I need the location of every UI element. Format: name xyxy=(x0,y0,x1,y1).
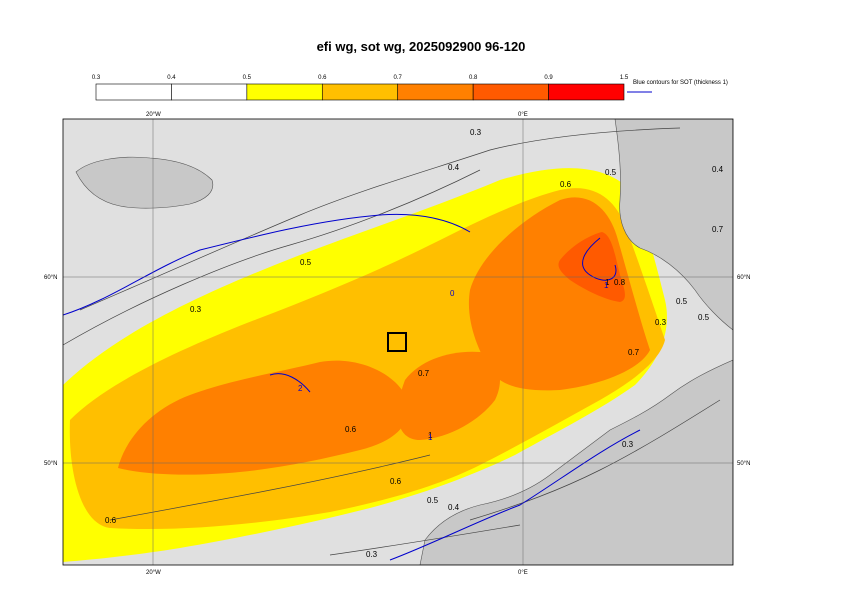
legend-swatch xyxy=(548,83,625,101)
sot-contour-0 xyxy=(63,213,471,316)
top-lon-label-20w: 20°W xyxy=(146,112,161,118)
iceland-land xyxy=(75,156,214,209)
legend-colorbar: 0.3 0.4 0.5 0.6 0.7 0.8 0.9 1.5 Blue contours f… xyxy=(92,75,728,101)
efi-contour-label: 1 xyxy=(428,431,433,440)
legend-tick-label: 0.7 xyxy=(394,75,403,81)
map-frame xyxy=(62,118,734,566)
efi-contour-label: 0.5 xyxy=(605,168,617,177)
efi-contour-label: 0.8 xyxy=(614,278,626,287)
sot-contour-label: 1 xyxy=(428,433,433,442)
legend-tick-label: 0.8 xyxy=(469,75,478,81)
chart-title: efi wg, sot wg, 2025092900 96-120 xyxy=(316,39,526,54)
bottom-lon-label-20w: 20°W xyxy=(146,570,161,576)
left-lat-label-50n: 50°N xyxy=(44,461,57,467)
efi-contour-label: 0.5 xyxy=(300,258,312,267)
legend-tick-label: 0.9 xyxy=(544,75,553,81)
legend-tick-label: 0.6 xyxy=(318,75,327,81)
efi-contour-label: 0.3 xyxy=(190,305,202,314)
sot-contour-label: 2 xyxy=(298,384,303,393)
efi-contour-label: 0.4 xyxy=(448,163,460,172)
efi-band-0.7-center xyxy=(397,351,500,440)
efi-contour-label: 0.4 xyxy=(712,165,724,174)
legend-tick-label: 1.5 xyxy=(620,75,629,81)
efi-band-0.7-west xyxy=(118,360,408,475)
efi-contour-label: 0.6 xyxy=(345,425,357,434)
sot-contour-label: 1 xyxy=(604,281,609,290)
legend-tick-label: 0.4 xyxy=(167,75,176,81)
legend-sot-note: Blue contours for SOT (thickness 1) xyxy=(633,80,728,86)
efi-contour-label: 0.5 xyxy=(698,313,710,322)
legend-tick-label: 0.5 xyxy=(243,75,252,81)
efi-contour-label: 0.7 xyxy=(712,225,724,234)
efi-contour-label: 0.5 xyxy=(676,297,688,306)
efi-contour-label: 0.6 xyxy=(105,516,117,525)
sot-contour-2 xyxy=(269,373,311,393)
efi-contour-label: 0.4 xyxy=(448,503,460,512)
efi-contour-label: 0.6 xyxy=(390,477,402,486)
right-lat-label-60n: 60°N xyxy=(737,275,750,281)
legend-tick-label: 0.3 xyxy=(92,75,101,81)
target-box xyxy=(387,332,407,352)
efi-contour-label: 0.7 xyxy=(418,369,430,378)
efi-contour-label: 0.6 xyxy=(560,180,572,189)
top-lon-label-0e: 0°E xyxy=(518,112,528,118)
sot-contour-1 xyxy=(582,237,617,281)
efi-band-0.8 xyxy=(558,232,625,302)
efi-contour-label: 0.3 xyxy=(655,318,667,327)
efi-contour-label: 0.3 xyxy=(366,550,378,559)
efi-contour-label: 0.7 xyxy=(628,348,640,357)
efi-contour-label: 0.3 xyxy=(622,440,634,449)
left-lat-label-60n: 60°N xyxy=(44,275,57,281)
right-lat-label-50n: 50°N xyxy=(737,461,750,467)
sot-contour-label: 0 xyxy=(450,289,455,298)
efi-contour-label: 0.3 xyxy=(470,128,482,137)
efi-contour-label: 1 xyxy=(605,278,610,287)
efi-contour-label: 0.5 xyxy=(427,496,439,505)
sot-contour-south xyxy=(389,429,641,561)
bottom-lon-label-0e: 0°E xyxy=(518,570,528,576)
